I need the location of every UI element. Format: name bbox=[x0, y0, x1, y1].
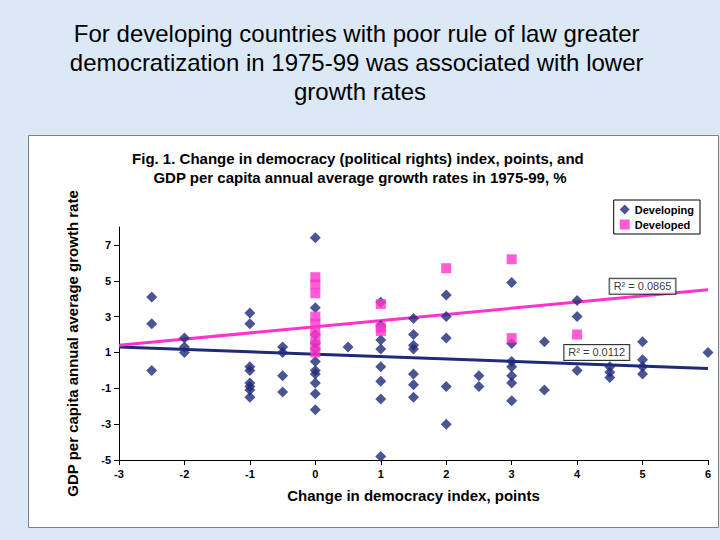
svg-text:-1: -1 bbox=[101, 382, 111, 394]
svg-text:5: 5 bbox=[105, 275, 111, 287]
svg-text:6: 6 bbox=[705, 468, 711, 480]
svg-text:GDP per capita annual average: GDP per capita annual average growth rat… bbox=[153, 169, 566, 186]
svg-text:democratization in 1975-99 was: democratization in 1975-99 was associate… bbox=[70, 49, 650, 76]
svg-text:7: 7 bbox=[105, 239, 111, 251]
svg-text:3: 3 bbox=[509, 468, 515, 480]
svg-text:1: 1 bbox=[105, 346, 111, 358]
svg-text:For developing countries with: For developing countries with poor rule … bbox=[74, 20, 646, 47]
svg-text:Developing: Developing bbox=[635, 204, 694, 216]
svg-text:R² = 0.0865: R² = 0.0865 bbox=[614, 280, 672, 292]
svg-text:-5: -5 bbox=[101, 454, 111, 466]
svg-text:-3: -3 bbox=[114, 468, 124, 480]
svg-text:R² = 0.0112: R² = 0.0112 bbox=[568, 346, 625, 358]
svg-text:1: 1 bbox=[378, 468, 384, 480]
svg-text:-1: -1 bbox=[245, 468, 255, 480]
svg-text:-2: -2 bbox=[180, 468, 190, 480]
svg-text:Fig. 1. Change in democracy (p: Fig. 1. Change in democracy (political r… bbox=[132, 150, 588, 167]
svg-text:4: 4 bbox=[574, 468, 581, 480]
svg-text:2: 2 bbox=[443, 468, 449, 480]
svg-text:-3: -3 bbox=[101, 418, 111, 430]
svg-text:Change in democracy index, poi: Change in democracy index, points bbox=[287, 487, 540, 504]
svg-text:growth rates: growth rates bbox=[294, 78, 426, 105]
svg-text:5: 5 bbox=[639, 468, 645, 480]
svg-text:0: 0 bbox=[312, 468, 318, 480]
svg-text:3: 3 bbox=[105, 311, 111, 323]
svg-text:Developed: Developed bbox=[635, 219, 691, 231]
svg-text:GDP per capita annual average: GDP per capita annual average growth rat… bbox=[64, 190, 81, 497]
